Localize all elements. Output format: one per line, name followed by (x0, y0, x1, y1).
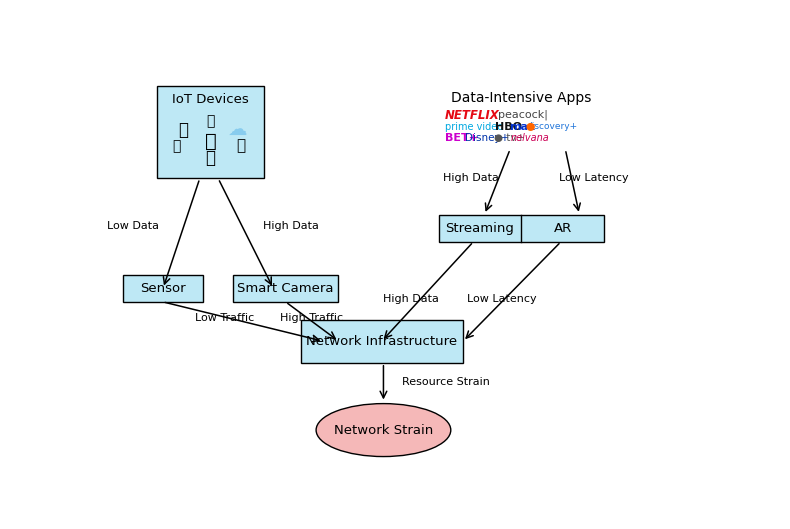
Text: 🏠: 🏠 (178, 121, 188, 139)
Text: Data-Intensive Apps: Data-Intensive Apps (451, 91, 592, 105)
FancyBboxPatch shape (123, 275, 203, 302)
FancyBboxPatch shape (234, 275, 337, 302)
Text: Resource Strain: Resource Strain (402, 377, 490, 387)
Text: ● tv+: ● tv+ (494, 133, 525, 143)
Text: 📱: 📱 (173, 139, 181, 153)
Text: 🖥: 🖥 (236, 139, 246, 153)
FancyBboxPatch shape (157, 86, 264, 178)
Ellipse shape (316, 404, 451, 457)
Text: AR: AR (554, 222, 572, 235)
Text: Network Infrastructure: Network Infrastructure (307, 335, 457, 348)
Text: prime video: prime video (445, 122, 502, 132)
Text: ⬤: ⬤ (525, 122, 535, 131)
Text: max: max (509, 122, 535, 132)
Text: IoT Devices: IoT Devices (172, 93, 249, 106)
Text: Streaming: Streaming (446, 222, 514, 235)
Text: Low Traffic: Low Traffic (194, 313, 254, 323)
Text: Low Data: Low Data (107, 222, 159, 231)
Text: 🔒: 🔒 (206, 114, 215, 129)
Text: 📶: 📶 (205, 132, 216, 151)
Text: BET+: BET+ (445, 133, 478, 143)
Text: NETFLIX: NETFLIX (445, 109, 499, 122)
FancyBboxPatch shape (438, 215, 604, 242)
Text: ☁: ☁ (228, 120, 248, 139)
Text: Low Latency: Low Latency (467, 294, 536, 304)
Text: Network Strain: Network Strain (334, 424, 433, 436)
Text: nelvana: nelvana (510, 133, 549, 143)
Text: High Traffic: High Traffic (280, 313, 344, 323)
Text: High Data: High Data (443, 174, 499, 184)
Text: Disney+: Disney+ (465, 133, 509, 143)
FancyBboxPatch shape (301, 320, 463, 363)
Text: High Data: High Data (263, 222, 318, 231)
Text: peacock|: peacock| (498, 110, 547, 121)
Text: HBO: HBO (495, 122, 522, 132)
Text: 💡: 💡 (205, 149, 216, 167)
Text: discovery+: discovery+ (526, 122, 577, 131)
Text: Low Latency: Low Latency (559, 174, 628, 184)
Text: Sensor: Sensor (140, 282, 186, 295)
Text: Smart Camera: Smart Camera (237, 282, 333, 295)
Text: High Data: High Data (383, 294, 439, 304)
